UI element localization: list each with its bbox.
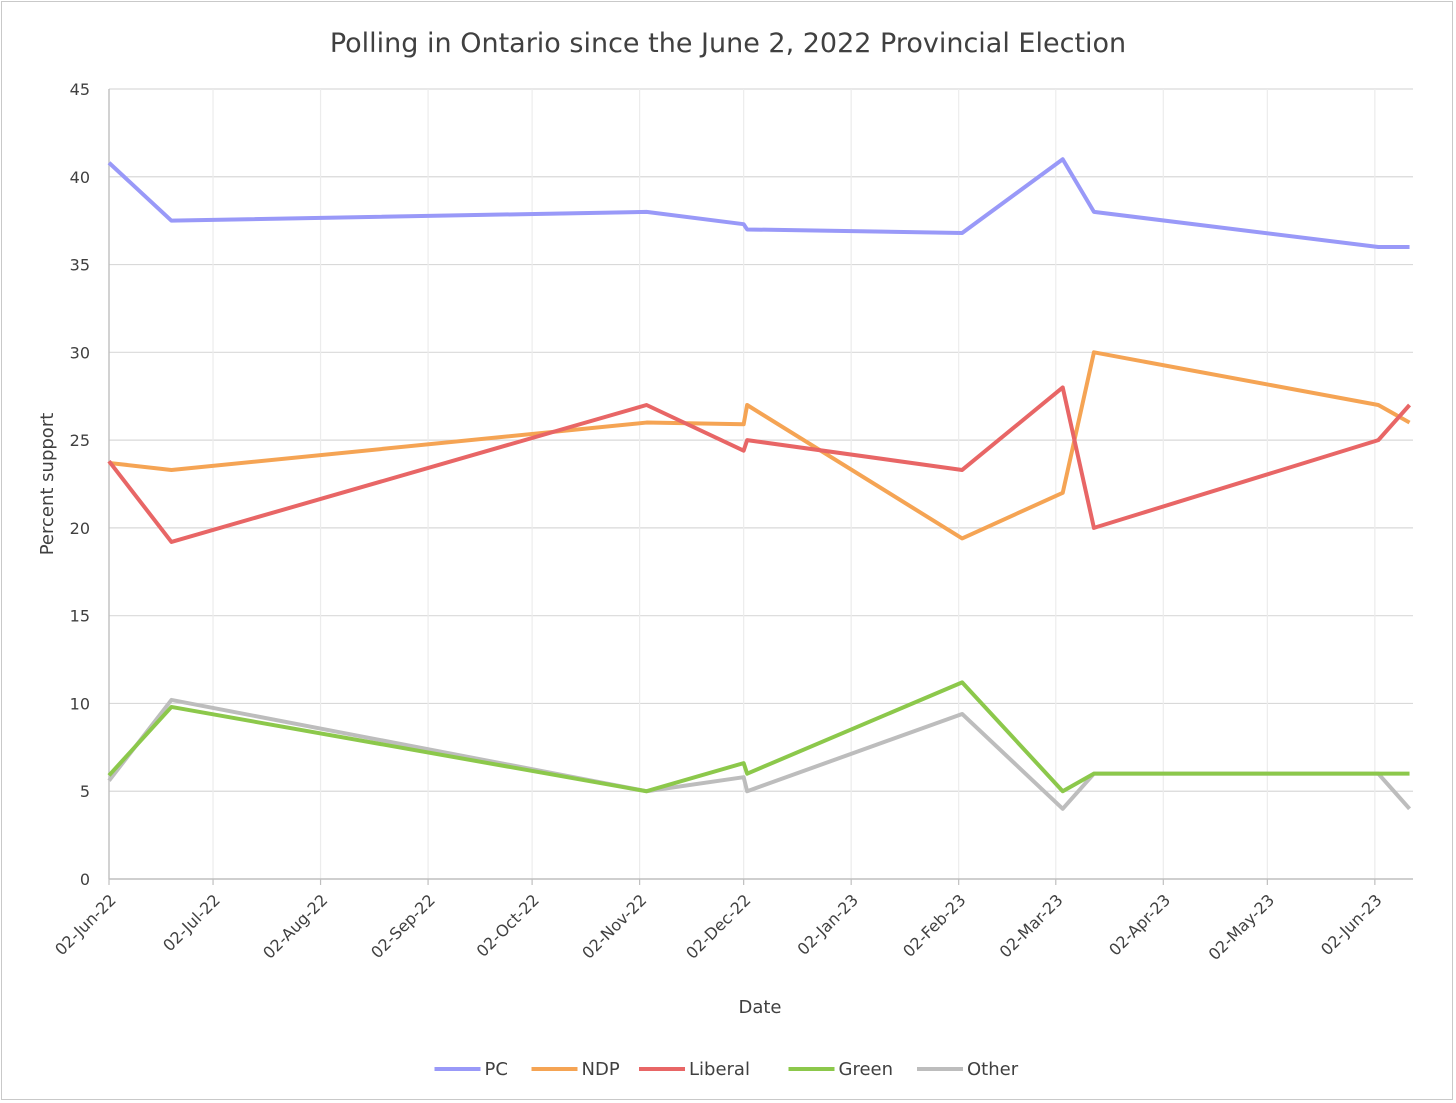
y-tick-label: 0 bbox=[80, 870, 90, 889]
y-tick-label: 20 bbox=[70, 519, 90, 538]
x-axis-title: Date bbox=[738, 997, 781, 1018]
legend-item-ndp: NDP bbox=[531, 1059, 620, 1080]
y-tick-label: 45 bbox=[70, 80, 90, 99]
x-tick-label: 02-Nov-22 bbox=[578, 890, 650, 962]
y-tick-label: 10 bbox=[70, 694, 90, 713]
axes: 0 5 10 15 20 25 30 35 40 45 02-Jun-22 02-Jul-22 02-A… bbox=[51, 80, 1413, 964]
x-tick-label: 02-Sep-22 bbox=[367, 890, 439, 962]
legend: PC NDP Liberal Green Other bbox=[434, 1059, 1019, 1080]
x-tick-label: 02-Jun-22 bbox=[51, 890, 120, 959]
y-tick-label: 40 bbox=[70, 168, 90, 187]
x-tick-label: 02-Dec-22 bbox=[682, 890, 754, 962]
y-axis-title: Percent support bbox=[37, 413, 58, 556]
x-tick-label: 02-May-23 bbox=[1205, 890, 1279, 964]
legend-label: PC bbox=[485, 1059, 508, 1080]
x-tick-label: 02-Feb-23 bbox=[899, 890, 969, 960]
legend-label: Other bbox=[967, 1059, 1019, 1080]
legend-item-other: Other bbox=[917, 1059, 1019, 1080]
x-tick-label: 02-Aug-22 bbox=[259, 890, 331, 962]
gridlines bbox=[109, 88, 1413, 879]
legend-item-liberal: Liberal bbox=[639, 1059, 750, 1080]
y-tick-label: 35 bbox=[70, 256, 90, 275]
legend-label: NDP bbox=[582, 1059, 620, 1080]
legend-item-green: Green bbox=[788, 1059, 894, 1080]
series-lines bbox=[107, 157, 1412, 811]
series-line-liberal bbox=[107, 385, 1412, 544]
x-tick-label: 02-Jun-23 bbox=[1317, 890, 1386, 959]
x-tick-label: 02-Jul-22 bbox=[159, 890, 224, 955]
y-tick-label: 25 bbox=[70, 431, 90, 450]
x-tick-label: 02-Jan-23 bbox=[794, 890, 862, 958]
legend-label: Liberal bbox=[689, 1059, 750, 1080]
series-line-pc bbox=[107, 157, 1410, 249]
series-line-other bbox=[107, 697, 1412, 811]
y-tick-label: 30 bbox=[70, 343, 90, 362]
legend-item-pc: PC bbox=[434, 1059, 508, 1080]
y-tick-label: 5 bbox=[80, 782, 90, 801]
x-tick-label: 02-Apr-23 bbox=[1105, 890, 1174, 959]
legend-label: Green bbox=[839, 1059, 894, 1080]
series-line-green bbox=[107, 680, 1410, 794]
chart-title: Polling in Ontario since the June 2, 202… bbox=[330, 28, 1126, 59]
x-tick-label: 02-Mar-23 bbox=[996, 890, 1067, 961]
series-line-ndp bbox=[108, 350, 1411, 541]
x-tick-label: 02-Oct-22 bbox=[473, 890, 543, 960]
y-tick-label: 15 bbox=[70, 607, 90, 626]
